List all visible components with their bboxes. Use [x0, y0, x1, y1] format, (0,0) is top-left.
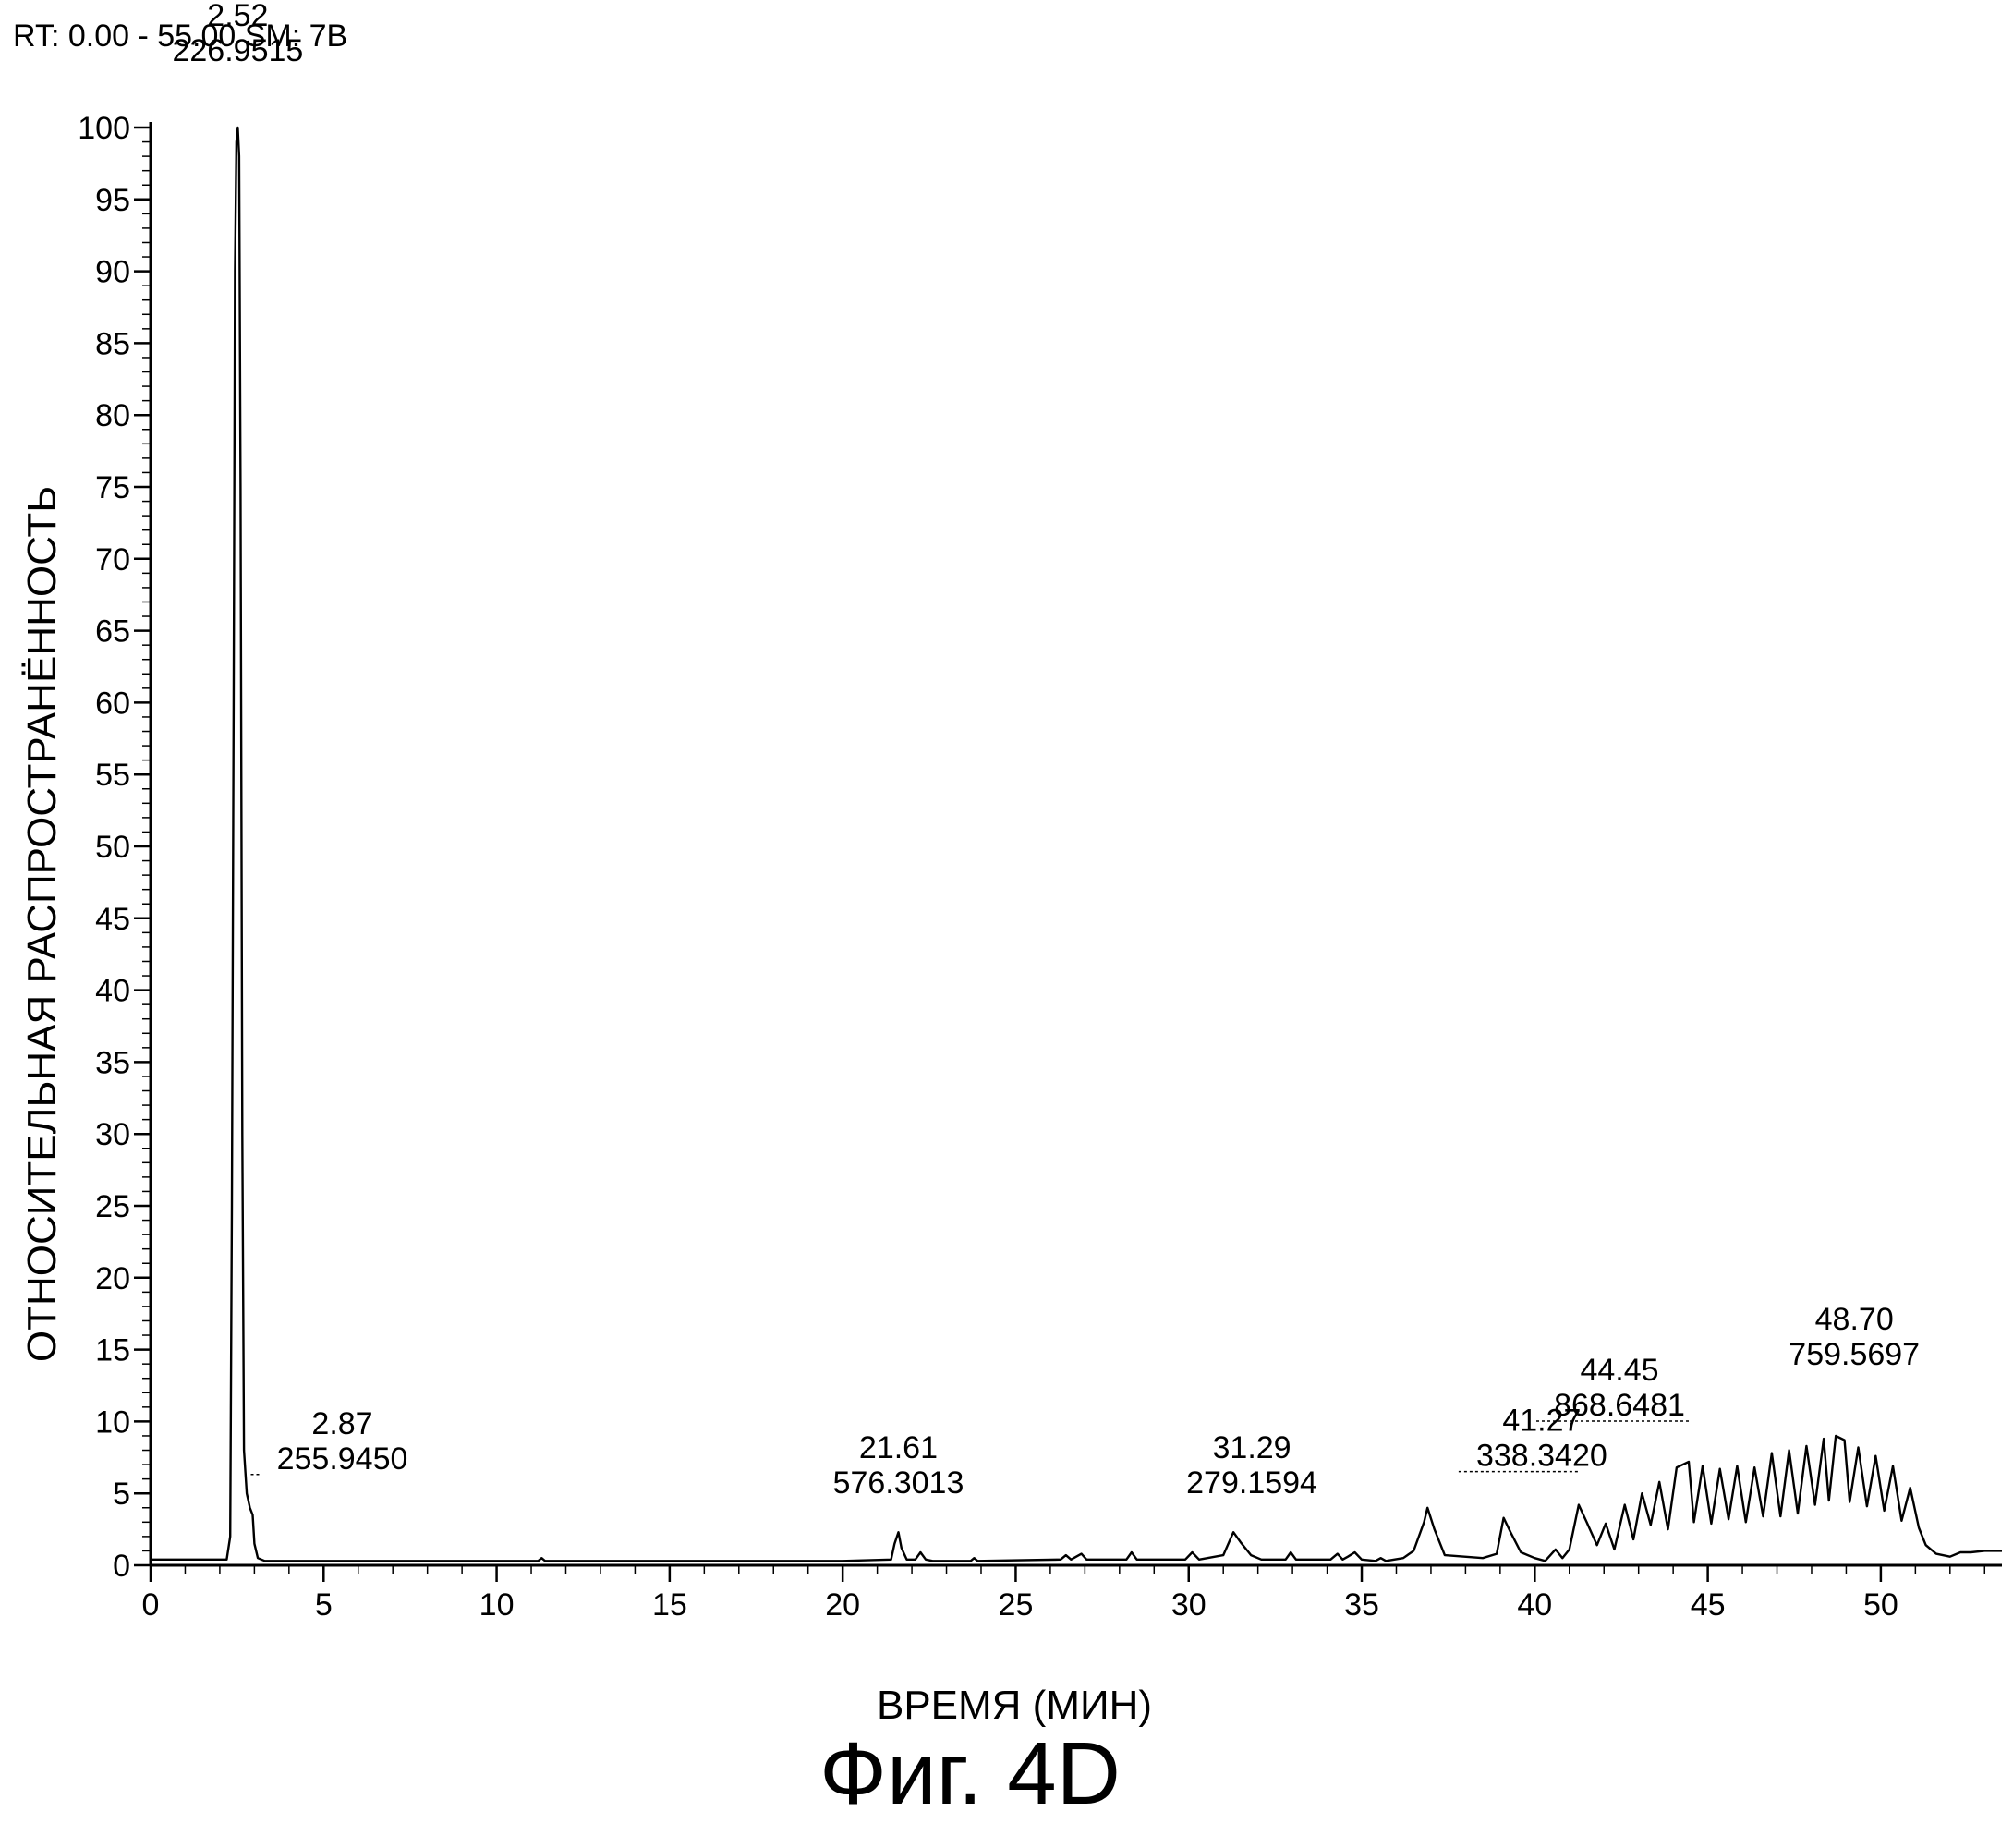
x-tick-label: 25 [999, 1587, 1034, 1623]
y-tick-label: 85 [95, 326, 130, 361]
x-tick-label: 35 [1344, 1587, 1379, 1623]
y-tick-label: 20 [95, 1261, 130, 1296]
x-tick-label: 15 [652, 1587, 687, 1623]
y-tick-label: 100 [78, 111, 130, 146]
chromatogram-trace [151, 126, 2002, 1562]
x-axis-title: ВРЕМЯ (МИН) [877, 1683, 1152, 1728]
axes [149, 122, 2002, 1567]
y-tick-label: 70 [95, 542, 130, 578]
peak-rt-label: 2.52 [207, 0, 268, 33]
x-tick-label: 5 [315, 1587, 333, 1623]
peak-mz-label: 868.6481 [1554, 1388, 1685, 1423]
x-tick-label: 10 [479, 1587, 515, 1623]
y-tick-label: 65 [95, 614, 130, 650]
y-tick-label: 90 [95, 255, 130, 290]
peak-mz-label: 226.9515 [172, 33, 303, 68]
x-tick-label: 0 [142, 1587, 160, 1623]
y-tick-label: 80 [95, 398, 130, 433]
x-tick-label: 40 [1517, 1587, 1552, 1623]
peak-mz-label: 338.3420 [1476, 1439, 1607, 1474]
chart-header: RT: 0.00 - 55.00 SM: 7B [13, 18, 347, 54]
peak-rt-label: 41.27 [1502, 1404, 1581, 1439]
peak-mz-label: 759.5697 [1789, 1337, 1920, 1372]
x-tick-label: 20 [825, 1587, 860, 1623]
figure-caption: Фиг. 4D [819, 1724, 1121, 1823]
y-tick-label: 5 [113, 1477, 130, 1512]
y-tick-label: 40 [95, 974, 130, 1009]
y-tick-label: 55 [95, 758, 130, 793]
y-tick-label: 45 [95, 902, 130, 937]
peak-rt-label: 48.70 [1815, 1302, 1894, 1337]
y-tick-label: 30 [95, 1117, 130, 1152]
x-tick-label: 30 [1171, 1587, 1207, 1623]
peak-rt-label: 21.61 [859, 1430, 938, 1465]
y-tick-label: 10 [95, 1404, 130, 1440]
y-tick-label: 0 [113, 1549, 130, 1584]
y-tick-label: 95 [95, 183, 130, 218]
x-tick-label: 45 [1691, 1587, 1726, 1623]
y-axis-title: ОТНОСИТЕЛЬНАЯ РАСПРОСТРАНЁННОСТЬ [19, 486, 65, 1362]
peak-rt-label: 2.87 [311, 1406, 372, 1441]
y-tick-label: 50 [95, 830, 130, 865]
trace [151, 126, 2002, 1562]
peak-mz-label: 576.3013 [833, 1465, 964, 1501]
peak-mz-label: 255.9450 [277, 1441, 408, 1477]
peak-mz-label: 279.1594 [1186, 1465, 1317, 1501]
ticks: 0510152025303540455055606570758085909510… [78, 111, 1986, 1623]
y-tick-label: 25 [95, 1189, 130, 1224]
peak-rt-label: 31.29 [1213, 1430, 1291, 1465]
y-tick-label: 75 [95, 470, 130, 505]
y-tick-label: 15 [95, 1333, 130, 1368]
y-tick-label: 60 [95, 686, 130, 721]
peak-rt-label: 44.45 [1580, 1353, 1658, 1388]
y-tick-label: 35 [95, 1045, 130, 1080]
x-tick-label: 50 [1863, 1587, 1898, 1623]
